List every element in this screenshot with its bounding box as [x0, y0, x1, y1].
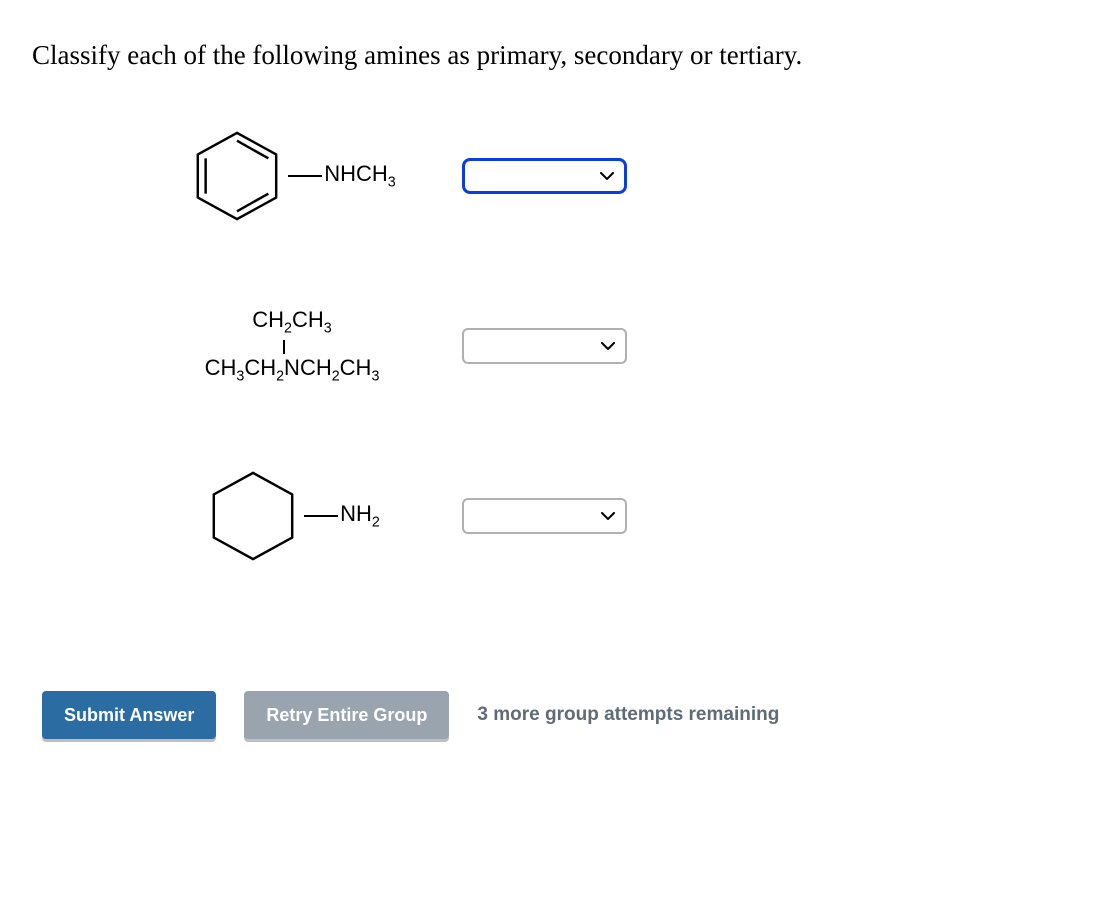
bond-line-icon: [288, 175, 322, 177]
branch-label: CH2CH3: [252, 308, 331, 336]
amine-row-1: NHCH3 primarysecondarytertiary: [122, 121, 1066, 231]
amine-row-2: CH2CH3 CH3CH2NCH2CH3 primarysecondaryter…: [122, 291, 1066, 401]
substituent-label: NHCH3: [324, 161, 396, 190]
answer-select-3[interactable]: primarysecondarytertiary: [462, 498, 627, 534]
cyclohexane-ring-icon: [204, 467, 302, 565]
structure-3: NH2: [122, 461, 462, 571]
main-chain-label: CH3CH2NCH2CH3: [205, 356, 380, 384]
attempts-remaining-label: 3 more group attempts remaining: [477, 704, 779, 726]
amine-row-3: NH2 primarysecondarytertiary: [122, 461, 1066, 571]
substituent-label: NH2: [340, 501, 380, 530]
submit-button[interactable]: Submit Answer: [42, 691, 216, 739]
answer-select-2[interactable]: primarysecondarytertiary: [462, 328, 627, 364]
structure-2: CH2CH3 CH3CH2NCH2CH3: [122, 291, 462, 401]
benzene-ring-icon: [188, 127, 286, 225]
structure-1: NHCH3: [122, 121, 462, 231]
question-rows: NHCH3 primarysecondarytertiary CH2CH3 CH…: [122, 121, 1066, 571]
retry-button[interactable]: Retry Entire Group: [244, 691, 449, 739]
bond-vertical-icon: [283, 340, 285, 354]
bond-line-icon: [304, 515, 338, 517]
answer-select-1[interactable]: primarysecondarytertiary: [462, 158, 627, 194]
question-text: Classify each of the following amines as…: [32, 40, 1066, 71]
action-bar: Submit Answer Retry Entire Group 3 more …: [42, 691, 1066, 739]
